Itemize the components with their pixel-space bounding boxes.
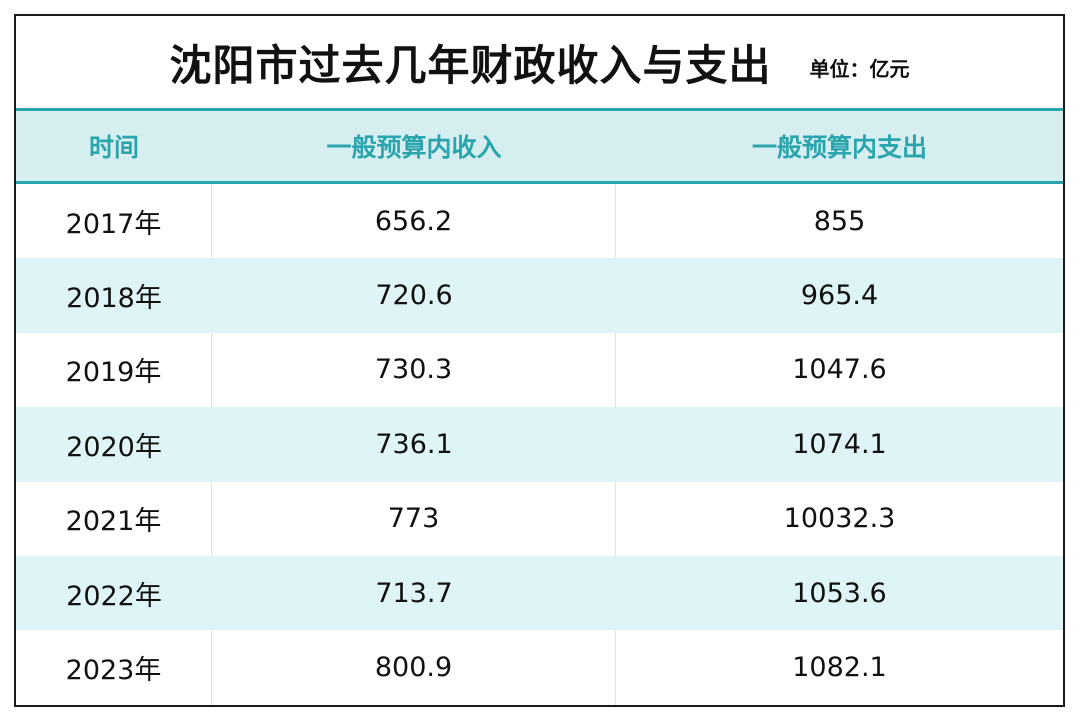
table-title: 沈阳市过去几年财政收入与支出: [169, 40, 772, 90]
table-row: 2017年 656.2 855: [16, 184, 1063, 259]
table-row: 2018年 720.6 965.4: [16, 258, 1063, 333]
income-cell: 656.2: [212, 184, 616, 259]
income-cell: 720.6: [375, 280, 453, 312]
table-header-row: 时间 一般预算内收入 一般预算内支出: [16, 108, 1063, 184]
title-row: 沈阳市过去几年财政收入与支出 单位：亿元: [16, 16, 1063, 108]
table-row: 2021年 773 10032.3: [16, 481, 1063, 556]
expense-cell: 855: [813, 205, 866, 237]
income-cell: 713.7: [375, 577, 453, 609]
year-cell: 2022年: [66, 580, 162, 612]
table-body: 2017年 656.2 855 2018年 720.6 965.4 2019年 …: [16, 184, 1063, 705]
expense-cell: 1082.1: [792, 652, 887, 684]
data-table-frame: 沈阳市过去几年财政收入与支出 单位：亿元 时间 一般预算内收入 一般预算内支出 …: [14, 14, 1065, 707]
year-cell: 2019年: [16, 332, 212, 408]
income-cell: 736.1: [375, 428, 453, 460]
income-cell: 730.3: [212, 332, 616, 408]
expense-cell: 1047.6: [792, 354, 887, 386]
unit-label: 单位：亿元: [809, 56, 910, 81]
table-row: 2023年 800.9 1082.1: [16, 630, 1063, 705]
expense-cell: 1074.1: [792, 428, 887, 460]
column-header-expense: 一般预算内支出: [751, 133, 927, 162]
year-cell: 2023年: [16, 630, 212, 705]
income-cell: 800.9: [212, 630, 616, 705]
year-cell: 2017年: [16, 184, 212, 259]
column-header-income: 一般预算内收入: [326, 133, 502, 162]
table-row: 2020年 736.1 1074.1: [16, 407, 1063, 482]
expense-cell: 965.4: [800, 280, 879, 312]
year-cell: 2018年: [66, 283, 162, 315]
expense-cell: 10032.3: [783, 503, 896, 535]
table-row: 2022年 713.7 1053.6: [16, 555, 1063, 631]
expense-cell: 1053.6: [792, 577, 887, 609]
year-cell: 2021年: [16, 481, 212, 556]
year-cell: 2020年: [66, 431, 162, 463]
column-header-time: 时间: [88, 133, 139, 162]
income-cell: 773: [212, 481, 616, 556]
table-row: 2019年 730.3 1047.6: [16, 332, 1063, 408]
